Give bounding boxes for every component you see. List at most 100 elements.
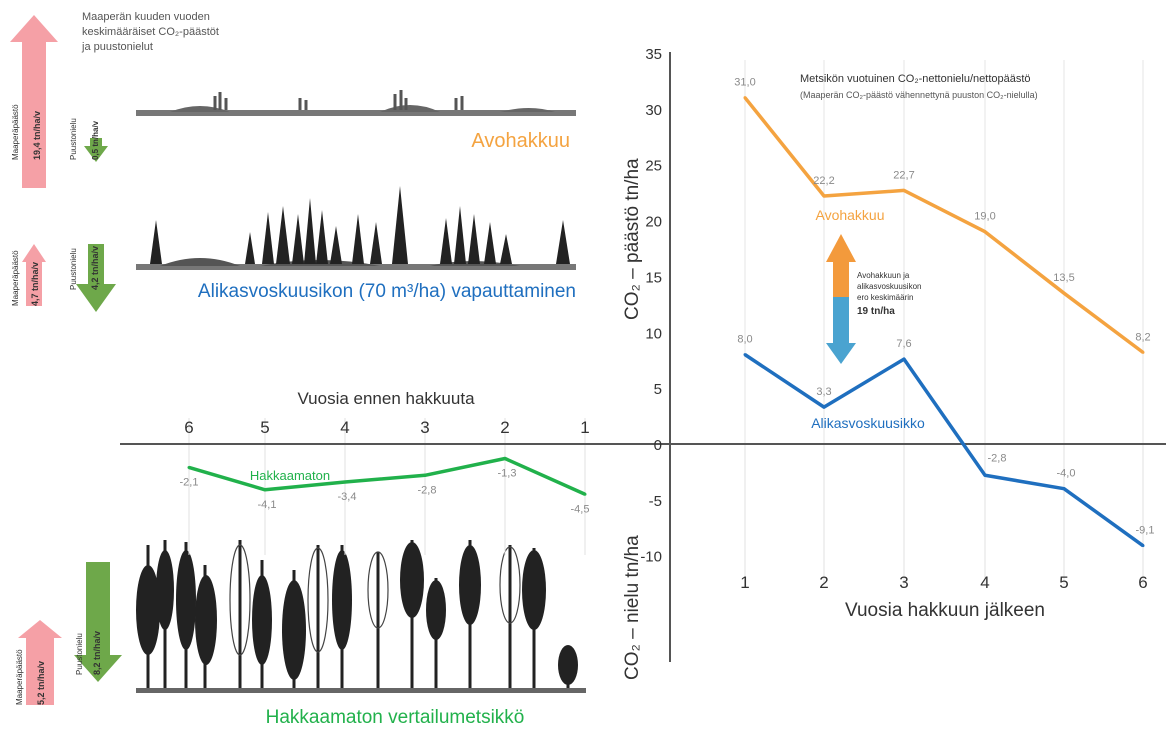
legend-note-line-2: keskimääräiset CO₂-päästöt: [82, 26, 219, 38]
release-forest: [136, 186, 576, 270]
reference-tree-label: Puustonielu: [75, 633, 84, 675]
reference-tree-arrow: [74, 562, 122, 682]
x-tick-labels-before: 6 5 4 3 2 1: [184, 418, 589, 437]
difference-text-1: Avohakkuun ja: [857, 271, 910, 280]
data-point-release: [1062, 487, 1066, 491]
series-label-reference: Hakkaamaton: [250, 468, 330, 483]
release-scenario: Maaperäpäästö 4,7 tn/ha/v Puustonielu 4,…: [11, 186, 576, 312]
data-point-reference: [187, 465, 191, 469]
clearcut-title: Avohakkuu: [471, 130, 570, 152]
difference-text-2: alikasvoskuusikon: [857, 282, 921, 291]
data-label-reference: -1,3: [498, 468, 517, 480]
data-point-clearcut: [983, 230, 987, 234]
release-title: Alikasvoskuusikon (70 m³/ha) vapauttamin…: [198, 281, 576, 302]
y-tick-label: 0: [654, 437, 662, 454]
legend-note-line-3: ja puustonielut: [81, 41, 153, 53]
y-tick-label: -10: [640, 549, 662, 566]
y-tick-labels: -10 -5 0 5 10 15 20 25 30 35: [640, 46, 662, 566]
x-tick-labels-after: 1 2 3 4 5 6: [740, 573, 1147, 592]
vertical-gridlines: [188, 60, 1144, 585]
difference-arrow-up: [826, 234, 856, 297]
y-tick-label: -5: [649, 493, 662, 510]
y-axis-label-bottom: CO₂ – nielu tn/ha: [622, 535, 643, 680]
data-point-release: [1141, 544, 1145, 548]
release-tree-value: 4,2 tn/ha/v: [90, 246, 100, 290]
data-label-reference: -2,8: [418, 484, 437, 496]
data-point-release: [983, 473, 987, 477]
data-point-clearcut: [1062, 291, 1066, 295]
x-tick-label-after: 2: [819, 573, 828, 592]
y-tick-label: 25: [645, 158, 662, 175]
data-point-reference: [583, 492, 587, 496]
clearcut-soil-value: 19,4 tn/ha/v: [32, 111, 42, 160]
series-line-clearcut: [743, 96, 1145, 354]
series-layer: 31,0 22,2 22,7 19,0 13,5 8,2 8,0 3,3 7,6 -2,8 -4,0…: [180, 77, 1154, 548]
clearcut-tree-value: 0,5 tn/ha/v: [91, 120, 100, 160]
data-point-reference: [263, 488, 267, 492]
reference-soil-label: Maaperäpäästö: [15, 649, 24, 705]
x-tick-label-after: 1: [740, 573, 749, 592]
data-label-clearcut: 31,0: [734, 77, 755, 89]
data-label-release: 8,0: [737, 334, 752, 346]
y-tick-label: 35: [645, 46, 662, 63]
data-label-clearcut: 19,0: [974, 211, 995, 223]
y-axis-label-top: CO₂ – päästö tn/ha: [622, 158, 643, 320]
data-label-clearcut: 22,7: [893, 169, 914, 181]
difference-arrow-down: [826, 297, 856, 364]
data-point-clearcut: [1141, 350, 1145, 354]
y-tick-label: 5: [654, 381, 662, 398]
y-tick-label: 15: [645, 269, 662, 286]
data-point-clearcut: [822, 194, 826, 198]
series-label-release: Alikasvoskuusikko: [811, 415, 925, 431]
clearcut-tree-arrow: [84, 138, 108, 162]
x-tick-label-after: 5: [1059, 573, 1068, 592]
data-label-reference: -4,1: [258, 499, 277, 511]
x-tick-label-after: 4: [980, 573, 989, 592]
x-tick-label-before: 6: [184, 418, 193, 437]
data-label-release: -2,8: [988, 452, 1007, 464]
x-tick-label-before: 5: [260, 418, 269, 437]
data-label-reference: -3,4: [338, 491, 357, 503]
difference-text-3: ero keskimäärin: [857, 293, 913, 302]
x-tick-label-before: 4: [340, 418, 349, 437]
data-point-clearcut: [902, 188, 906, 192]
series-label-clearcut: Avohakkuu: [815, 207, 884, 223]
release-tree-arrow: [76, 244, 116, 312]
data-point-reference: [503, 457, 507, 461]
series-line-reference: [188, 456, 586, 496]
data-point-reference: [343, 480, 347, 484]
clearcut-ground: [136, 90, 576, 116]
data-label-clearcut: 22,2: [813, 175, 834, 187]
chart-subtitle: (Maaperän CO₂-päästö vähennettynä puusto…: [800, 90, 1038, 100]
clearcut-scenario: Maaperäpäästö 19,4 tn/ha/v Puustonielu 0…: [10, 15, 576, 188]
x-tick-label-after: 3: [899, 573, 908, 592]
difference-annotation: Avohakkuun ja alikasvoskuusikon ero kesk…: [826, 234, 921, 364]
chart-title: Metsikön vuotuinen CO₂-nettonielu/nettop…: [800, 73, 1031, 85]
legend-note-line-1: Maaperän kuuden vuoden: [82, 11, 210, 23]
y-tick-label: 10: [645, 325, 662, 342]
clearcut-tree-label: Puustonielu: [69, 118, 78, 160]
release-soil-value: 4,7 tn/ha/v: [30, 262, 40, 306]
data-label-clearcut: 8,2: [1135, 331, 1150, 343]
data-point-release: [902, 357, 906, 361]
x-axis-label-before: Vuosia ennen hakkuuta: [297, 389, 475, 408]
x-tick-label-before: 1: [580, 418, 589, 437]
legend-note: Maaperän kuuden vuoden keskimääräiset CO…: [81, 11, 219, 53]
data-point-release: [822, 405, 826, 409]
reference-title: Hakkaamaton vertailumetsikkö: [266, 707, 525, 728]
data-point-clearcut: [743, 96, 747, 100]
data-point-reference: [423, 473, 427, 477]
data-label-reference: -2,1: [180, 476, 199, 488]
reference-soil-arrow: [18, 620, 62, 705]
y-tick-label: 20: [645, 214, 662, 231]
x-axis-label-after: Vuosia hakkuun jälkeen: [845, 600, 1045, 621]
reference-tree-value: 8,2 tn/ha/v: [92, 631, 102, 675]
x-tick-label-before: 3: [420, 418, 429, 437]
x-tick-label-after: 6: [1138, 573, 1147, 592]
reference-forest: [136, 540, 586, 693]
release-tree-label: Puustonielu: [69, 248, 78, 290]
x-tick-label-before: 2: [500, 418, 509, 437]
chart-frame: -10 -5 0 5 10 15 20 25 30 35 1 2 3 4 5 6 6 5 4 3 2 1 Vuosia…: [120, 46, 1166, 680]
data-label-release: 3,3: [816, 386, 831, 398]
